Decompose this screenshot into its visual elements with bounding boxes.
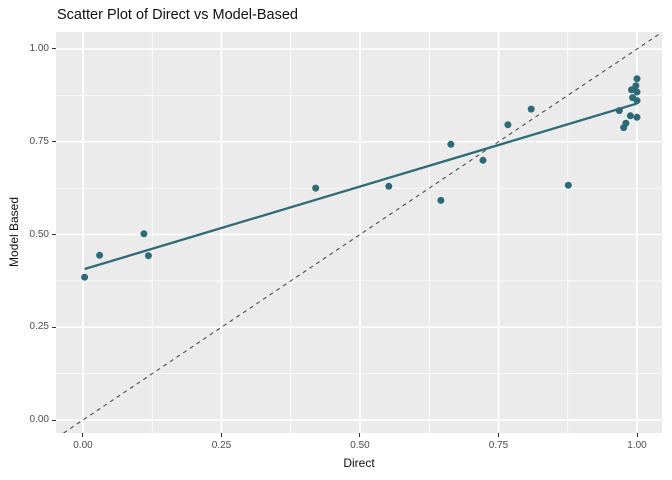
data-point <box>633 113 641 121</box>
data-point <box>96 251 104 259</box>
data-point <box>620 124 628 132</box>
x-tick-label: 1.00 <box>627 440 647 451</box>
y-tick-mark <box>52 326 56 328</box>
x-tick-mark <box>636 433 638 437</box>
data-point <box>626 112 634 120</box>
data-point <box>628 86 635 94</box>
chart-canvas <box>56 32 662 433</box>
x-tick-label: 0.75 <box>488 440 509 451</box>
x-tick-label: 0.00 <box>73 440 93 451</box>
y-tick-label: 0.25 <box>29 321 49 333</box>
x-tick-mark <box>359 433 361 437</box>
data-point <box>615 107 623 115</box>
plot-panel <box>56 32 662 433</box>
regression-line <box>84 102 638 271</box>
y-tick-label: 0.00 <box>29 414 49 425</box>
plot-title: Scatter Plot of Direct vs Model-Based <box>57 7 298 23</box>
data-point <box>632 82 640 90</box>
y-tick-label: 0.75 <box>29 135 49 147</box>
y-tick-mark <box>52 48 56 50</box>
data-point <box>447 140 455 148</box>
data-point <box>437 196 445 204</box>
data-point <box>144 252 152 260</box>
data-point <box>633 97 641 105</box>
x-axis-title: Direct <box>343 456 375 470</box>
x-tick-label: 0.50 <box>350 440 370 451</box>
y-tick-mark <box>52 234 56 235</box>
y-tick-label: 1.00 <box>29 42 49 54</box>
y-tick-mark <box>52 141 56 143</box>
data-point <box>312 184 320 192</box>
y-tick-mark <box>52 419 56 421</box>
data-point <box>81 273 89 281</box>
x-tick-mark <box>220 433 222 437</box>
identity-line <box>63 32 662 433</box>
data-point <box>140 230 148 238</box>
data-point <box>479 156 487 164</box>
x-tick-mark <box>82 433 84 437</box>
data-point <box>633 88 641 96</box>
data-point <box>633 75 641 83</box>
y-tick-label: 0.50 <box>29 228 49 240</box>
data-point <box>564 181 572 189</box>
data-point <box>504 121 512 129</box>
x-tick-mark <box>498 433 499 437</box>
x-tick-label: 0.25 <box>211 440 232 451</box>
data-point <box>527 105 535 113</box>
data-point <box>385 182 393 190</box>
